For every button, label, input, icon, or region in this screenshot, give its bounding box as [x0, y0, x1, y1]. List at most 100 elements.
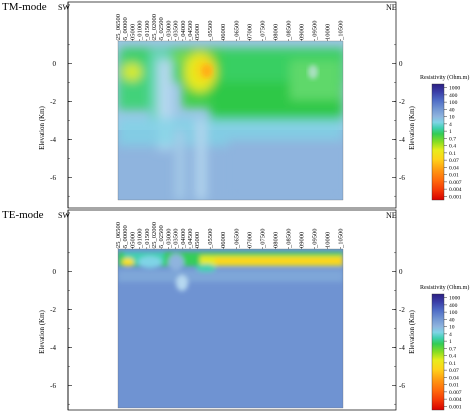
- tm-station-label: 25_02000: [151, 14, 158, 40]
- tm-colorbar-tick-label: 0.7: [449, 136, 456, 142]
- te-colorbar-tick-label: 0.07: [449, 368, 459, 374]
- te-colorbar-tick-label: 10: [449, 325, 455, 331]
- tm-left-axis: 0 -2 -4 -6 Elevation (Km): [38, 2, 72, 208]
- te-station-label: _04000: [180, 229, 187, 250]
- tm-station-label: 09000: [298, 24, 305, 40]
- te-mode-panel: TE-mode SW NE 25_06500 5_00000 05000 _01000…: [2, 209, 416, 411]
- tm-ylabel-right: Elevation (Km): [408, 105, 416, 149]
- tm-station-label: _10500: [337, 21, 344, 42]
- te-ne-label: NE: [386, 211, 397, 220]
- tm-station-label: 07000: [246, 24, 253, 40]
- te-left-axis: 0 -2 -4 -6 Elevation (Km): [38, 210, 72, 410]
- te-colorbar-scale: [431, 293, 445, 411]
- tm-station-label: 06000: [220, 24, 227, 40]
- te-station-label: 5_00000: [122, 225, 129, 248]
- tm-left-tick-label: -2: [50, 98, 56, 106]
- te-sw-label: SW: [58, 211, 70, 220]
- tm-colorbar-tick-label: 0.04: [449, 165, 459, 171]
- tm-station-label: _01000: [137, 21, 144, 42]
- tm-left-tick-label: -4: [50, 136, 56, 144]
- tm-station-labels: 25_06500 5_00000 05000 _01000 _01500 25_02000…: [115, 14, 344, 41]
- te-colorbar-tick-label: 1: [449, 339, 452, 345]
- te-station-label: 07000: [246, 232, 253, 248]
- tm-station-label: _07500: [259, 21, 266, 42]
- tm-colorbar-tick-label: 1000: [449, 86, 460, 92]
- te-ylabel-left: Elevation (Km): [38, 309, 46, 353]
- tm-colorbar-tick-label: 4: [449, 122, 452, 128]
- te-colorbar-tick-label: 100: [449, 310, 458, 316]
- te-station-label: _03000: [165, 229, 172, 250]
- te-colorbar-tick-label: 0.1: [449, 361, 456, 367]
- te-station-label: _01500: [144, 229, 151, 250]
- tm-colorbar-tick-label: 1: [449, 129, 452, 135]
- te-colorbar-tick-label: 0.001: [449, 404, 462, 410]
- te-station-label: 25_02000: [151, 222, 158, 248]
- tm-station-label: 05000: [194, 24, 201, 40]
- te-station-label: 25_06500: [115, 222, 122, 248]
- tm-station-label: _03000: [165, 21, 172, 42]
- tm-colorbar-tick-label: 400: [449, 93, 458, 99]
- tm-station-label: 25_06500: [115, 14, 122, 40]
- te-ylabel-right: Elevation (Km): [408, 309, 416, 353]
- te-station-label: 5_02500: [158, 225, 165, 248]
- te-station-label: _03500: [173, 229, 180, 250]
- tm-colorbar-tick-label: 0.07: [449, 158, 459, 164]
- te-colorbar-tick-label: 1000: [449, 296, 460, 302]
- tm-colorbar-tick-label: 40: [449, 107, 455, 113]
- tm-mode-title: TM-mode: [2, 1, 47, 13]
- te-station-label: _06500: [233, 229, 240, 250]
- te-station-label: _05500: [207, 229, 214, 250]
- tm-right-tick-label: -2: [399, 98, 405, 106]
- tm-ne-label: NE: [386, 3, 397, 12]
- tm-ylabel-left: Elevation (Km): [38, 105, 46, 149]
- te-left-tick-label: -6: [50, 382, 56, 390]
- te-station-label: 08000: [272, 232, 279, 248]
- tm-station-label: _09500: [311, 21, 318, 42]
- te-station-labels: 25_06500 5_00000 05000 _01000 _01500 25_02000…: [115, 222, 344, 249]
- tm-right-axis: 0 -2 -4 -6 Elevation (Km): [392, 44, 416, 197]
- te-station-label: _07500: [259, 229, 266, 250]
- te-station-label: 05000: [194, 232, 201, 248]
- te-right-tick-label: -2: [399, 306, 405, 314]
- tm-station-label: _04500: [187, 21, 194, 42]
- tm-colorbar-tick-label: 0.001: [449, 194, 462, 200]
- tm-right-tick-label: -6: [399, 174, 405, 182]
- te-right-tick-label: -4: [399, 344, 405, 352]
- te-colorbar-tick-label: 0.007: [449, 390, 462, 396]
- te-colorbar-tick-label: 400: [449, 303, 458, 309]
- te-colorbar-tick-label: 0.004: [449, 397, 462, 403]
- te-right-tick-label: 0: [399, 268, 403, 276]
- te-station-label: 05000: [129, 232, 136, 248]
- tm-station-label: 10000: [324, 24, 331, 40]
- tm-mode-panel: TM-mode SW NE: [2, 1, 416, 209]
- tm-station-label: 05000: [129, 24, 136, 40]
- te-left-tick-label: -2: [50, 306, 56, 314]
- tm-station-label: 5_00000: [122, 17, 129, 40]
- tm-station-label: _04000: [180, 21, 187, 42]
- te-left-tick-label: -4: [50, 344, 56, 352]
- te-mode-title: TE-mode: [2, 209, 44, 221]
- te-colorbar-tick-label: 0.7: [449, 346, 456, 352]
- te-left-tick-label: 0: [53, 268, 57, 276]
- tm-colorbar-tick-label: 100: [449, 100, 458, 106]
- tm-colorbar-tick-label: 0.004: [449, 187, 462, 193]
- te-station-label: _09500: [311, 229, 318, 250]
- tm-sw-label: SW: [58, 3, 70, 12]
- tm-station-label: _03500: [173, 21, 180, 42]
- tm-station-label: 08000: [272, 24, 279, 40]
- tm-station-label: _08500: [285, 21, 292, 42]
- te-station-label: 10000: [324, 232, 331, 248]
- te-station-label: 09000: [298, 232, 305, 248]
- te-colorbar-tick-label: 40: [449, 317, 455, 323]
- tm-colorbar-title: Resistivity (Ohm.m): [420, 74, 469, 81]
- tm-station-label: _05500: [207, 21, 214, 42]
- tm-station-label: _01500: [144, 21, 151, 42]
- tm-station-label: _06500: [233, 21, 240, 42]
- te-colorbar-tick-label: 0.01: [449, 383, 459, 389]
- te-station-label: 06000: [220, 232, 227, 248]
- tm-resistivity-field: [118, 41, 343, 200]
- te-station-label: _04500: [187, 229, 194, 250]
- te-colorbar-tick-label: 0.4: [449, 354, 456, 360]
